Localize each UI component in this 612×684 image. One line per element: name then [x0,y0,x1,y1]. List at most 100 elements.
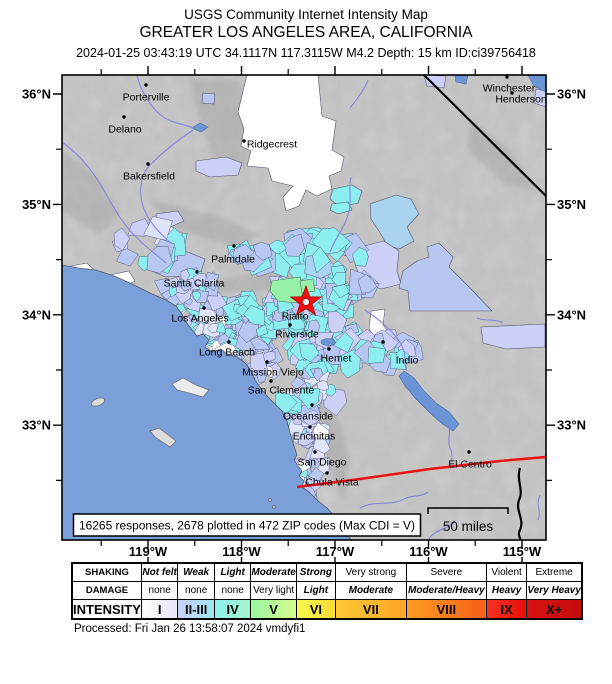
zip-polygon [165,277,182,288]
city-dot [122,115,126,119]
zip-polygon [299,343,320,363]
lon-minor-ticks-bottom [100,540,476,546]
legend-intensity-cell: V [250,599,297,620]
lat-label: 33°N [557,418,586,433]
legend-intensity-cell: VII [334,599,407,620]
legend-cell: Not felt [140,562,179,582]
axis-labels: 36°N 35°N 34°N 33°N 36°N 35°N 34°N 33°N … [22,87,586,560]
islands [90,377,276,509]
legend-cell: Weak [177,562,215,582]
legend-cell: Violent [485,562,528,582]
event-info-line: 2024-01-25 03:43:19 UTC 34.1117N 117.311… [76,46,536,60]
legend-cell: none [140,581,179,600]
city-label: San Clemente [248,385,315,397]
lat-label: 33°N [22,418,51,433]
city-label: Mission Viejo [242,367,304,379]
city-label: Rialto [282,311,309,323]
city-label: Ridgecrest [247,139,297,151]
epicenter-star [289,284,323,316]
zip-polygon [191,291,202,302]
intensity-legend: SHAKING Not felt Weak Light Moderate Str… [71,562,583,620]
city-label: San Diego [297,457,346,469]
lon-label: 115°W [503,544,542,559]
city-dot [308,425,312,429]
legend-cell: Severe [405,562,487,582]
zip-polygon [338,349,361,379]
nevada-border [423,74,547,197]
city-dot [505,75,509,79]
legend-intensity-cell: VIII [405,599,487,620]
lon-label: 116°W [409,544,448,559]
zip-polygon [309,458,321,470]
city-dot [313,450,317,454]
legend-intensity-cell: X+ [526,599,583,620]
lat-minor-ticks-left [56,148,62,481]
city-label: Winchester [483,83,536,95]
city-labels: Porterville Delano Bakersfield Ridgecres… [108,75,547,489]
legend-cell: Light [295,581,336,600]
city-label: Delano [108,124,141,136]
city-label: Palmdale [211,254,255,266]
san-clemente-island [149,427,177,448]
zip-polygon [307,319,321,333]
map-title: USGS Community Internet Intensity Map [184,7,428,22]
lat-label: 36°N [22,87,51,102]
processed-timestamp: Processed: Fri Jan 26 13:58:07 2024 vmdy… [74,623,306,635]
legend-cell: Very Heavy [526,581,583,600]
lat-minor-ticks-right [546,148,552,481]
city-label: Santa Clarita [164,278,225,290]
city-label: Hemet [321,353,352,365]
zip-polygon [307,467,325,482]
responses-text: 16265 responses, 2678 plotted in 472 ZIP… [79,519,415,533]
city-dot [381,340,385,344]
zip-polygon [312,422,330,443]
city-dot [144,83,148,87]
legend-intensity-cell: I [140,599,179,620]
zip-intensity-v [269,276,316,304]
lon-major-ticks-top [147,66,523,75]
lakes [191,74,547,432]
city-dot [327,347,331,351]
zip-polygon [367,346,386,364]
city-dot [242,139,246,143]
city-label: Long Beach [199,347,255,359]
legend-intensity-cell: IX [485,599,528,620]
lat-label: 35°N [557,197,586,212]
legend-cell: Very light [250,581,297,600]
city-label: Encinitas [293,431,336,443]
city-dot [195,270,199,274]
lon-label: 118°W [222,544,261,559]
legend-axis-ticks [147,557,523,563]
city-dot [232,244,236,248]
legend-cell: Moderate [250,562,297,582]
city-label: Henderson [495,94,547,106]
zip-polygon [351,247,369,267]
legend-cell: Moderate [334,581,407,600]
legend-cell: Heavy [485,581,528,600]
catalina-island [171,377,210,398]
city-dot [310,403,314,407]
zip-polygon [312,246,331,274]
zip-polygon [331,272,347,287]
zip-polygon [116,246,139,267]
city-dot [510,91,514,95]
legend-intensity-cell: VI [295,599,336,620]
legend-intensity-cell: IV [213,599,252,620]
city-label: Los Angeles [171,313,228,325]
zip-polygon [249,352,269,372]
zip-polygon [232,244,255,265]
zip-polygon [256,323,269,338]
legend-row-label: SHAKING [71,562,142,582]
city-dot [202,306,206,310]
legend-intensity-cell: II-III [177,599,215,620]
lat-label: 34°N [22,308,51,323]
legend-cell: none [177,581,215,600]
responses-box: 16265 responses, 2678 plotted in 472 ZIP… [72,513,422,537]
zip-polygon [113,227,131,251]
map-region-title: GREATER LOS ANGELES AREA, CALIFORNIA [139,24,473,41]
city-label: Chula Vista [305,477,359,489]
scale-label: 50 miles [443,519,494,534]
rivers [61,74,541,541]
scale-bar: 50 miles [427,507,509,534]
